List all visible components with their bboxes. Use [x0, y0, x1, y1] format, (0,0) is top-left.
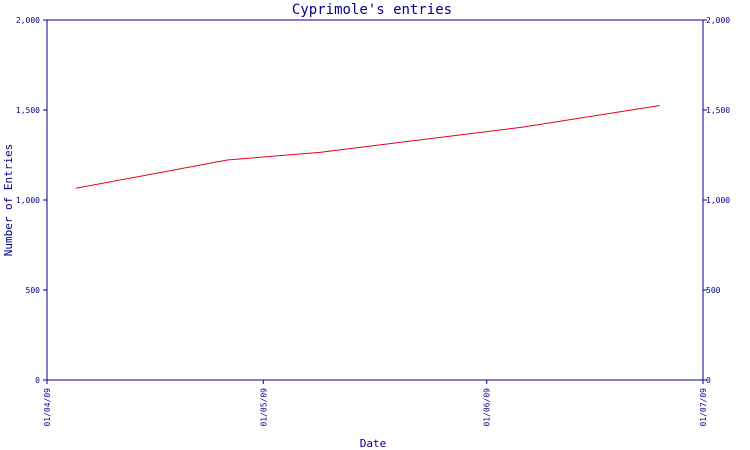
- x-axis: 01/04/09 01/05/09 01/06/09 01/07/09: [43, 380, 708, 427]
- plot-frame: [46, 19, 704, 381]
- left-y-tick-label: 2,000: [16, 16, 40, 25]
- chart-title: Cyprimole's entries: [292, 2, 452, 18]
- left-y-tick-label: 500: [26, 286, 41, 295]
- right-y-tick-label: 2,000: [706, 16, 730, 25]
- right-y-axis: 0 500 1,000 1,500 2,000: [703, 16, 730, 385]
- y-axis-label: Number of Entries: [2, 144, 15, 257]
- entries-series-line: [75, 105, 660, 189]
- left-y-axis: 0 500 1,000 1,500 2,000: [16, 16, 47, 385]
- x-axis-label: Date: [360, 437, 387, 450]
- x-tick-label: 01/06/09: [483, 388, 492, 427]
- x-tick-label: 01/05/09: [259, 388, 268, 427]
- plot-border: [46, 19, 704, 381]
- right-y-tick-label: 1,500: [706, 106, 730, 115]
- right-y-tick-label: 500: [706, 286, 721, 295]
- series-layer: [75, 105, 660, 189]
- x-tick-label: 01/04/09: [43, 388, 52, 427]
- left-y-tick-label: 1,500: [16, 106, 40, 115]
- left-y-tick-label: 0: [35, 376, 40, 385]
- right-y-tick-label: 1,000: [706, 196, 730, 205]
- right-y-tick-label: 0: [706, 376, 711, 385]
- x-tick-label: 01/07/09: [699, 388, 708, 427]
- left-y-tick-label: 1,000: [16, 196, 40, 205]
